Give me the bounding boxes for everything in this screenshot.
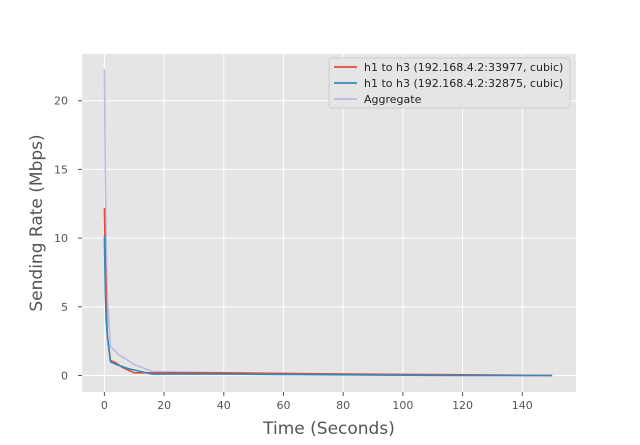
y-tick-label: 20	[54, 95, 68, 108]
y-tick-label: 10	[54, 232, 68, 245]
x-tick-label: 0	[101, 399, 108, 412]
x-tick-label: 120	[452, 399, 473, 412]
x-axis-label: Time (Seconds)	[262, 419, 395, 439]
y-tick-label: 15	[54, 163, 68, 176]
x-tick-label: 60	[276, 399, 290, 412]
series-line-1	[103, 236, 553, 377]
tick-labels: 0 20 40 60 80 100 120 140 0 5 10 15 20	[54, 95, 533, 412]
legend-label: h1 to h3 (192.168.4.2:32875, cubic)	[364, 77, 563, 90]
x-tick-label: 140	[512, 399, 533, 412]
y-tick-label: 0	[61, 370, 68, 383]
legend: h1 to h3 (192.168.4.2:33977, cubic) h1 to…	[328, 57, 571, 109]
x-tick-label: 80	[336, 399, 350, 412]
x-tick-label: 100	[392, 399, 413, 412]
x-tick-label: 40	[217, 399, 231, 412]
y-axis-label: Sending Rate (Mbps)	[27, 134, 47, 311]
legend-label: h1 to h3 (192.168.4.2:33977, cubic)	[364, 61, 563, 74]
legend-label: Aggregate	[364, 93, 422, 106]
x-tick-label: 20	[157, 399, 171, 412]
legend-box	[328, 57, 571, 109]
y-tick-label: 5	[61, 301, 68, 314]
series-lines	[103, 69, 553, 377]
grid	[82, 54, 576, 392]
